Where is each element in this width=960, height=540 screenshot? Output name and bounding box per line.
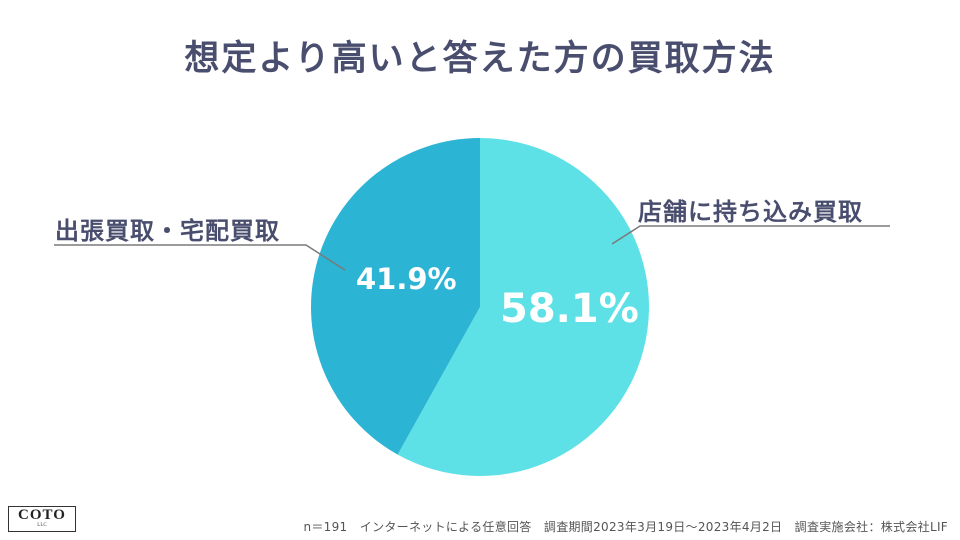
coto-logo: COTO LLC — [8, 506, 76, 532]
pie-slice-0 — [397, 138, 649, 476]
chart-title: 想定より高いと答えた方の買取方法 — [184, 39, 776, 79]
leader-line-store — [611, 225, 890, 245]
logo-text: COTO — [18, 507, 66, 523]
leader-line-delivery — [54, 244, 346, 271]
data-label-store: 58.1% — [500, 286, 639, 332]
logo-subtext: LLC — [37, 523, 47, 528]
data-label-delivery: 41.9% — [356, 262, 457, 296]
pie-slice-1 — [311, 138, 480, 455]
survey-footnote: n＝191 インターネットによる任意回答 調査期間2023年3月19日〜2023… — [303, 520, 948, 534]
callout-label-store: 店舗に持ち込み買取 — [638, 198, 863, 226]
callout-label-delivery: 出張買取・宅配買取 — [55, 217, 280, 245]
